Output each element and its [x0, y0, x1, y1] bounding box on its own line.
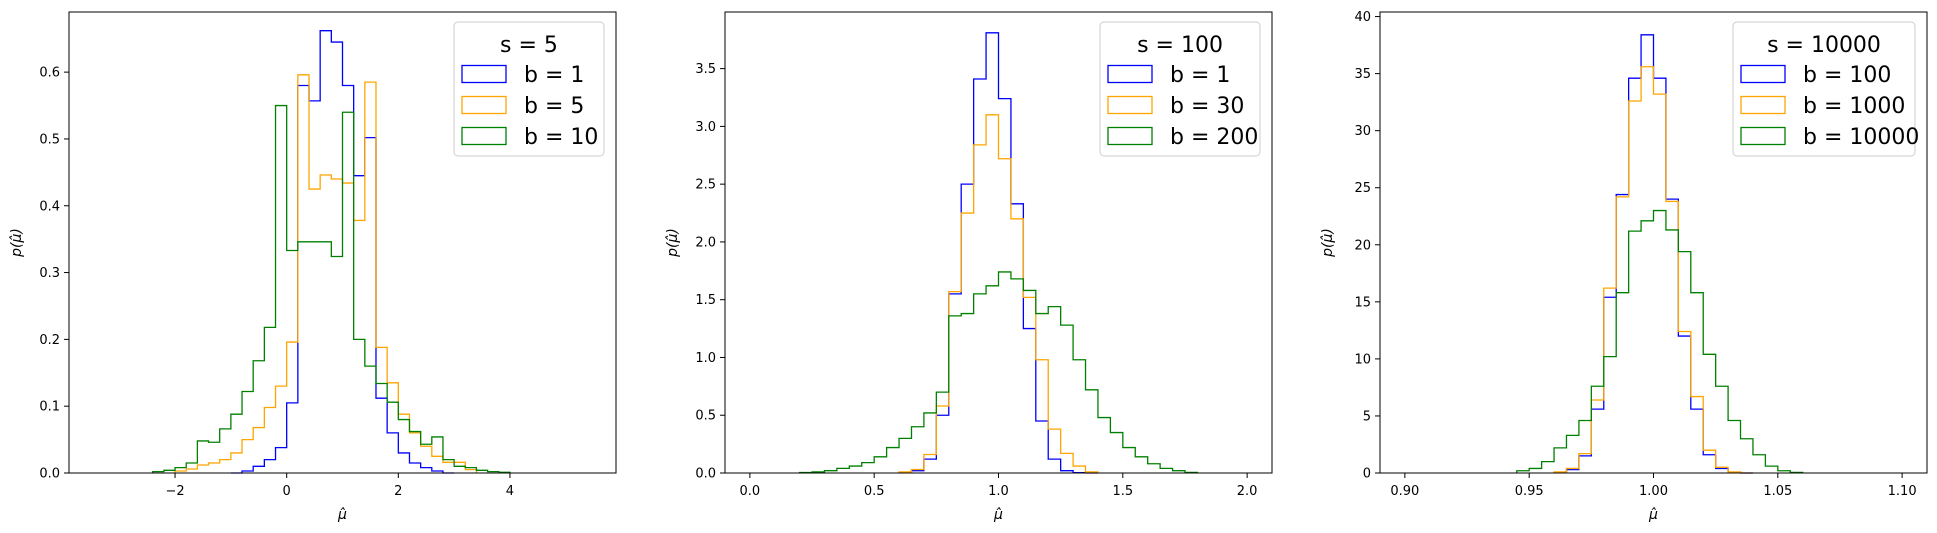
legend-box	[1099, 21, 1261, 157]
legend: s = 10000 b = 100 b = 1000 b = 10000	[1732, 21, 1919, 157]
y-tick-label: 2.5	[695, 178, 716, 193]
y-tick-label: 20	[1354, 238, 1371, 253]
x-tick-label: 0.90	[1390, 484, 1419, 499]
legend-title: s = 100	[1137, 33, 1223, 58]
series-2-histogram	[174, 74, 478, 473]
legend-swatch	[1740, 126, 1786, 146]
y-tick-label: 3.5	[695, 62, 716, 77]
y-tick-label: 30	[1354, 124, 1371, 139]
y-tick-label: 3.0	[695, 120, 716, 135]
legend-swatch	[1107, 64, 1153, 84]
series-3-histogram	[798, 271, 1199, 474]
x-axis-label: μ̂	[337, 507, 347, 523]
series-2-histogram	[1553, 66, 1753, 474]
y-tick-label: 10	[1354, 352, 1371, 367]
legend-swatch	[461, 95, 507, 115]
x-tick-label: 0	[283, 484, 291, 499]
y-tick-label: 0	[1363, 467, 1371, 482]
legend-entry-label: b = 30	[1170, 94, 1244, 119]
x-tick-label: 1.05	[1763, 484, 1792, 499]
legend-box	[453, 21, 605, 157]
x-tick-label: 1.00	[1639, 484, 1668, 499]
y-tick-label: 0.0	[39, 467, 60, 482]
legend-swatch	[1740, 95, 1786, 115]
y-tick-label: 0.6	[39, 66, 60, 81]
y-tick-label: 0.0	[695, 467, 716, 482]
legend-swatch	[1740, 64, 1786, 84]
legend-entry-label: b = 100	[1803, 63, 1891, 88]
y-tick-label: 5	[1363, 409, 1371, 424]
y-tick-label: 35	[1354, 67, 1371, 82]
legend-swatch	[1107, 95, 1153, 115]
axes-frame	[68, 11, 617, 474]
x-tick-label: 0.5	[864, 484, 885, 499]
y-tick-label: 2.0	[695, 235, 716, 250]
x-tick-label: 1.10	[1888, 484, 1917, 499]
x-tick-label: 2.0	[1237, 484, 1258, 499]
y-axis-label: p(μ̂)	[1320, 228, 1336, 258]
legend-title: s = 10000	[1767, 33, 1881, 58]
legend-entry-label: b = 10000	[1803, 125, 1919, 150]
chart-panel-3: 0.90 0.95 1.00 1.05 1.10 0 5 10 15 20 25 30 35 40 μ̂ p(…	[1320, 10, 1928, 523]
x-tick-label: 0.0	[740, 484, 761, 499]
y-tick-label: 0.5	[695, 409, 716, 424]
legend-entry-label: b = 5	[524, 94, 584, 119]
series-2-histogram	[898, 114, 1099, 473]
y-tick-label: 15	[1354, 295, 1371, 310]
x-tick-label: −2	[165, 484, 184, 499]
series-1-histogram	[1553, 34, 1753, 474]
chart-panel-2: 0.0 0.5 1.0 1.5 2.0 0.0 0.5 1.0 1.5 2.0 2.5 3.0 3.5 μ…	[665, 11, 1273, 523]
legend-box	[1732, 21, 1916, 157]
x-tick-label: 2	[394, 484, 402, 499]
y-tick-label: 0.3	[39, 266, 60, 281]
series-3-histogram	[152, 104, 511, 473]
series-3-histogram	[1516, 209, 1804, 474]
legend: s = 100 b = 1 b = 30 b = 200	[1099, 21, 1261, 157]
legend-swatch	[461, 64, 507, 84]
legend-title: s = 5	[500, 33, 558, 58]
chart-panel-1: −2 0 2 4 0.0 0.1 0.2 0.3 0.4 0.5 0.6 μ̂ p(μ̂) s = 5 b …	[9, 11, 617, 523]
y-tick-label: 0.1	[39, 400, 60, 415]
y-axis-label: p(μ̂)	[665, 228, 681, 258]
legend-entry-label: b = 1	[524, 63, 584, 88]
y-tick-label: 0.5	[39, 132, 60, 147]
series-1-histogram	[230, 30, 455, 474]
y-tick-label: 1.0	[695, 351, 716, 366]
x-tick-label: 4	[506, 484, 514, 499]
series-1-histogram	[898, 32, 1098, 474]
x-axis-label: μ̂	[1648, 507, 1658, 523]
legend-swatch	[461, 126, 507, 146]
legend-entry-label: b = 10	[524, 125, 598, 150]
y-tick-label: 25	[1354, 181, 1371, 196]
x-tick-label: 1.5	[1112, 484, 1133, 499]
y-tick-label: 1.5	[695, 293, 716, 308]
y-tick-label: 0.4	[39, 199, 60, 214]
legend: s = 5 b = 1 b = 5 b = 10	[453, 21, 605, 157]
x-tick-label: 1.0	[988, 484, 1009, 499]
y-tick-label: 0.2	[39, 333, 60, 348]
legend-swatch	[1107, 126, 1153, 146]
legend-entry-label: b = 1	[1170, 63, 1230, 88]
y-axis-label: p(μ̂)	[9, 228, 25, 258]
legend-entry-label: b = 1000	[1803, 94, 1905, 119]
legend-entry-label: b = 200	[1170, 125, 1258, 150]
x-tick-label: 0.95	[1515, 484, 1544, 499]
x-axis-label: μ̂	[993, 507, 1003, 523]
y-tick-label: 40	[1354, 10, 1371, 25]
